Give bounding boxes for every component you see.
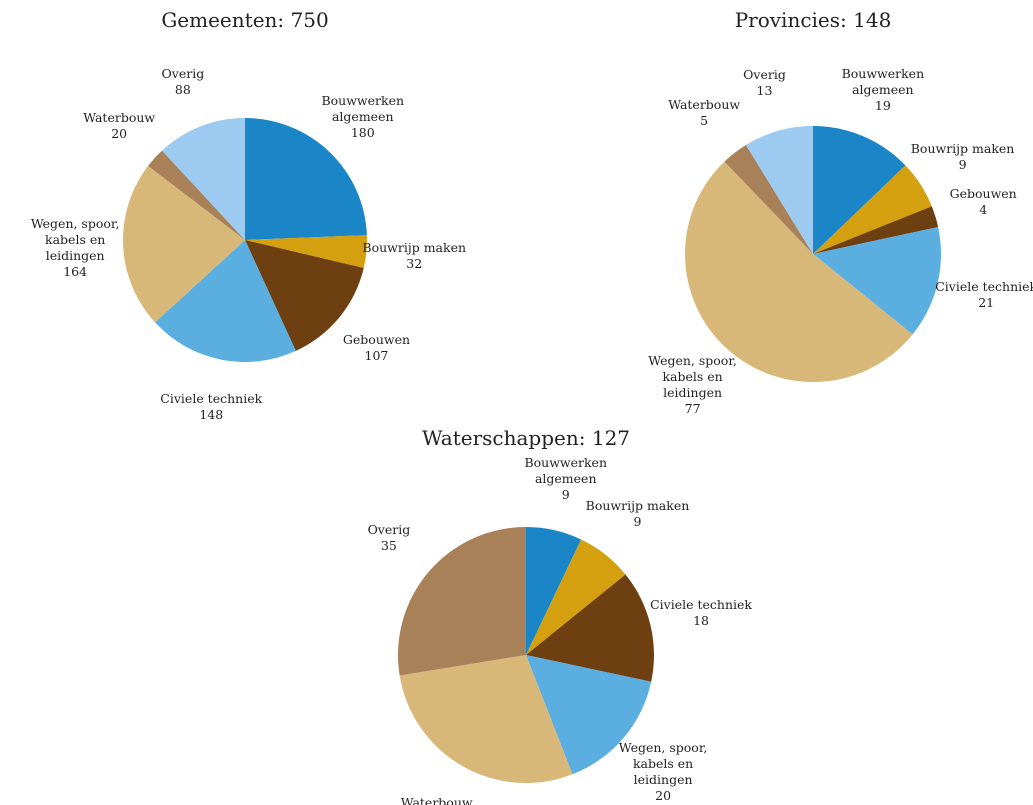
slice-label: Wegen, spoor, kabels en leidingen 20 [608, 740, 718, 804]
pie-slice [245, 235, 367, 269]
slice-value: 20 [655, 787, 672, 803]
slice-value: 88 [174, 81, 191, 97]
pie-slice [526, 655, 652, 775]
slice-category: Bouwrijp maken [362, 240, 467, 256]
slice-label: Civiele techniek 18 [646, 597, 756, 629]
slice-category: Gebouwen [949, 185, 1017, 201]
slice-value: 9 [958, 157, 967, 173]
slice-label: Overig 13 [710, 67, 820, 99]
slice-category: Bouwrijp maken [585, 497, 690, 513]
slice-category: Bouwwerken algemeen [321, 93, 405, 125]
slice-value: 32 [406, 256, 423, 272]
pie-slice [162, 118, 245, 240]
slice-label: Waterbouw 20 [64, 110, 174, 142]
slice-category: Civiele techniek [650, 597, 752, 613]
slice-label: Overig 88 [128, 66, 238, 98]
slice-label: Gebouwen 4 [928, 186, 1033, 218]
pie-slice [155, 240, 296, 362]
slice-label: Overig 35 [334, 522, 444, 554]
pie-slice [745, 126, 813, 254]
slice-label: Waterbouw36 [382, 795, 492, 805]
slice-label: Wegen, spoor, kabels en leidingen 164 [20, 216, 130, 280]
slice-value: 19 [874, 98, 891, 114]
slice-value: 77 [684, 401, 701, 417]
slice-category: Wegen, spoor, kabels en leidingen [30, 215, 120, 263]
pie-slice [813, 126, 906, 254]
pie-slice [245, 118, 367, 240]
slice-value: 21 [978, 295, 995, 311]
slice-label: Bouwwerken algemeen 19 [828, 66, 938, 114]
slice-category: Bouwwerken algemeen [524, 455, 608, 487]
slice-value: 9 [561, 487, 570, 503]
slice-value: 4 [979, 201, 988, 217]
slice-value: 164 [63, 263, 88, 279]
slice-category: Waterbouw [83, 109, 156, 125]
slice-value: 18 [693, 613, 709, 629]
slice-category: Waterbouw [400, 795, 473, 805]
chart-title: Waterschappen: 127 [421, 426, 631, 450]
pie-slice [526, 527, 582, 655]
slice-value: 13 [756, 82, 773, 98]
slice-label: Bouwrijp maken 32 [359, 240, 469, 272]
pie-slice [813, 206, 939, 254]
slice-label: Civiele techniek 148 [156, 391, 266, 423]
pie-slice [122, 165, 245, 323]
pie-slice [685, 161, 913, 382]
slice-value: 107 [364, 347, 389, 363]
slice-label: Gebouwen 107 [321, 332, 431, 364]
slice-category: Wegen, spoor, kabels en leidingen [648, 353, 737, 401]
slice-category: Waterbouw [668, 97, 741, 113]
pie-slice [813, 227, 941, 335]
slice-category: Overig [743, 66, 786, 82]
slice-category: Civiele techniek [160, 390, 263, 406]
slice-value: 35 [380, 538, 397, 554]
pie-slice [399, 655, 573, 783]
slice-label: Bouwrijp maken 9 [582, 498, 692, 530]
slice-category: Bouwrijp maken [910, 141, 1015, 157]
slice-value: 9 [633, 513, 642, 529]
slice-label: Wegen, spoor, kabels en leidingen 77 [638, 353, 748, 417]
slice-category: Civiele techniek [935, 279, 1033, 295]
chart-title: Gemeenten: 750 [161, 8, 329, 32]
slice-label: Civiele techniek 21 [931, 279, 1033, 311]
pie-slice [526, 539, 626, 655]
pie-slice [813, 165, 932, 254]
pie-slice [148, 150, 245, 240]
pie-slice [245, 240, 364, 351]
slice-category: Gebouwen [342, 331, 411, 347]
pie-slice [526, 574, 654, 682]
chart-title: Provincies: 148 [734, 8, 892, 32]
slice-label: Bouwwerken algemeen 180 [308, 93, 418, 141]
slice-value: 5 [700, 113, 709, 129]
slice-category: Overig [161, 65, 205, 81]
slice-value: 180 [350, 125, 375, 141]
slice-category: Bouwwerken algemeen [841, 66, 925, 98]
slice-category: Overig [367, 522, 411, 538]
slice-value: 20 [111, 125, 128, 141]
slice-label: Bouwwerken algemeen 9 [511, 455, 621, 503]
pie-slice [724, 145, 813, 254]
pie-slice [398, 527, 526, 676]
slice-category: Wegen, spoor, kabels en leidingen [618, 739, 708, 787]
slice-label: Bouwrijp maken 9 [908, 141, 1018, 173]
slice-value: 148 [199, 406, 224, 422]
slice-label: Waterbouw 5 [649, 97, 759, 129]
